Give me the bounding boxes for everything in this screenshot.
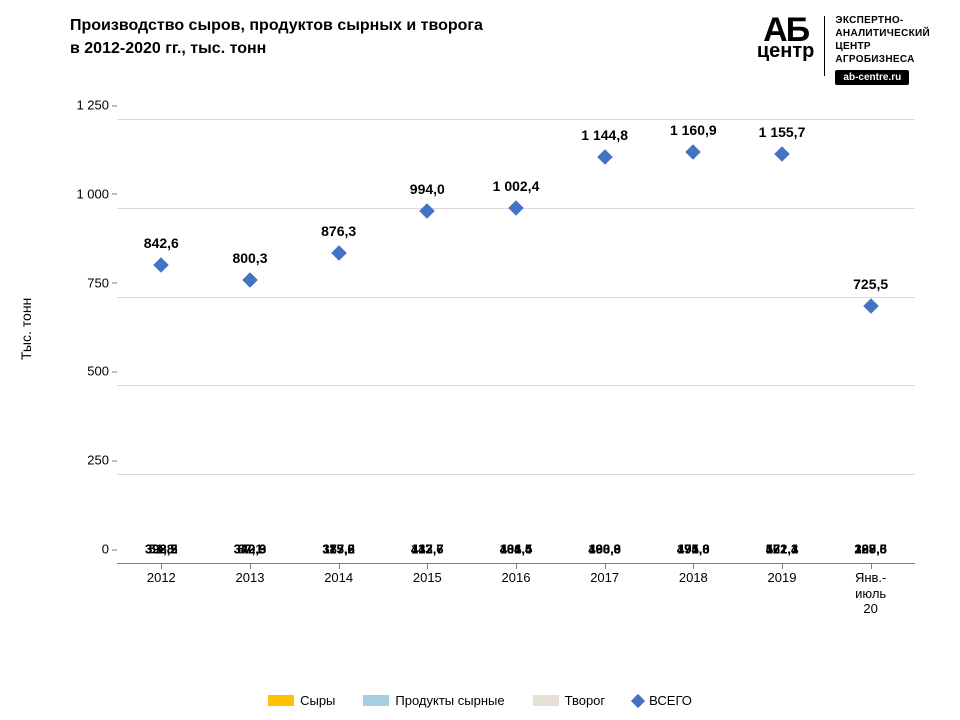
gridline [117,385,915,386]
bar-value-label: 372,3 [223,542,278,557]
title-block: Производство сыров, продуктов сырных и т… [70,14,483,60]
x-category-label: 2015 [413,564,442,586]
logo-separator [824,16,825,76]
legend-label: Сыры [300,693,335,708]
header: Производство сыров, продуктов сырных и т… [70,14,930,85]
legend-label: ВСЕГО [649,693,692,708]
gridline [117,119,915,120]
bar-value-label: 462,1 [755,542,810,557]
bar-value-label: 398,2 [134,542,189,557]
legend-item: Продукты сырные [363,693,504,708]
x-category-label: 2012 [147,564,176,586]
bar-value-label: 288,6 [843,542,898,557]
total-value-label: 876,3 [0,223,738,239]
total-marker-diamond [774,146,790,162]
x-category-label: 2016 [502,564,531,586]
y-tick-label: 500 [87,364,117,379]
bar-value-label: 495,6 [666,542,721,557]
chart-area: 02505007501 0001 2502012392,551,8398,284… [55,120,925,610]
bar-value-label: 404,5 [489,542,544,557]
total-marker-diamond [597,150,613,166]
legend-label: Творог [565,693,606,708]
plot: 02505007501 0001 2502012392,551,8398,284… [117,120,915,564]
total-value-label: 725,5 [472,276,960,292]
legend-item: Сыры [268,693,335,708]
bar-value-label: 490,6 [577,542,632,557]
logo-ab: АБ центр [757,14,815,61]
chart-title-line2: в 2012-2020 гг., тыс. тонн [70,37,483,60]
legend: Сыры Продукты сырные Творог ВСЕГО [0,693,960,708]
x-category-label: Янв.-июль 20 [848,564,892,617]
chart-title-line1: Производство сыров, продуктов сырных и т… [70,14,483,37]
legend-swatch [363,695,389,706]
legend-label: Продукты сырные [395,693,504,708]
x-category-label: 2014 [324,564,353,586]
total-marker-diamond [242,272,258,288]
total-marker-diamond [686,144,702,160]
gridline [117,474,915,475]
total-marker-diamond [420,203,436,219]
total-marker-diamond [508,200,524,216]
bar-value-label: 383,2 [311,542,366,557]
legend-item: ВСЕГО [633,693,692,708]
y-tick-label: 0 [102,542,117,557]
x-category-label: 2017 [590,564,619,586]
legend-item: Творог [533,693,606,708]
total-value-label: 1 155,7 [383,124,960,140]
logo-right-text: ЭКСПЕРТНО- АНАЛИТИЧЕСКИЙ ЦЕНТР АГРОБИЗНЕ… [835,14,930,66]
legend-swatch [533,695,559,706]
logo-right: ЭКСПЕРТНО- АНАЛИТИЧЕСКИЙ ЦЕНТР АГРОБИЗНЕ… [835,14,930,85]
y-tick-label: 750 [87,275,117,290]
total-value-label: 1 002,4 [117,178,915,194]
y-tick-label: 1 250 [76,98,117,113]
total-marker-diamond [863,299,879,315]
y-axis-label: Тыс. тонн [18,298,34,360]
x-category-label: 2018 [679,564,708,586]
y-tick-label: 250 [87,453,117,468]
logo-url: ab-centre.ru [835,70,909,85]
bar-value-label: 413,7 [400,542,455,557]
legend-diamond-icon [631,693,645,707]
logo-ab-bottom: центр [757,42,815,61]
x-category-label: 2019 [768,564,797,586]
gridline [117,297,915,298]
legend-swatch [268,695,294,706]
total-value-label: 800,3 [0,250,649,266]
logo: АБ центр ЭКСПЕРТНО- АНАЛИТИЧЕСКИЙ ЦЕНТР … [757,14,930,85]
x-category-label: 2013 [236,564,265,586]
